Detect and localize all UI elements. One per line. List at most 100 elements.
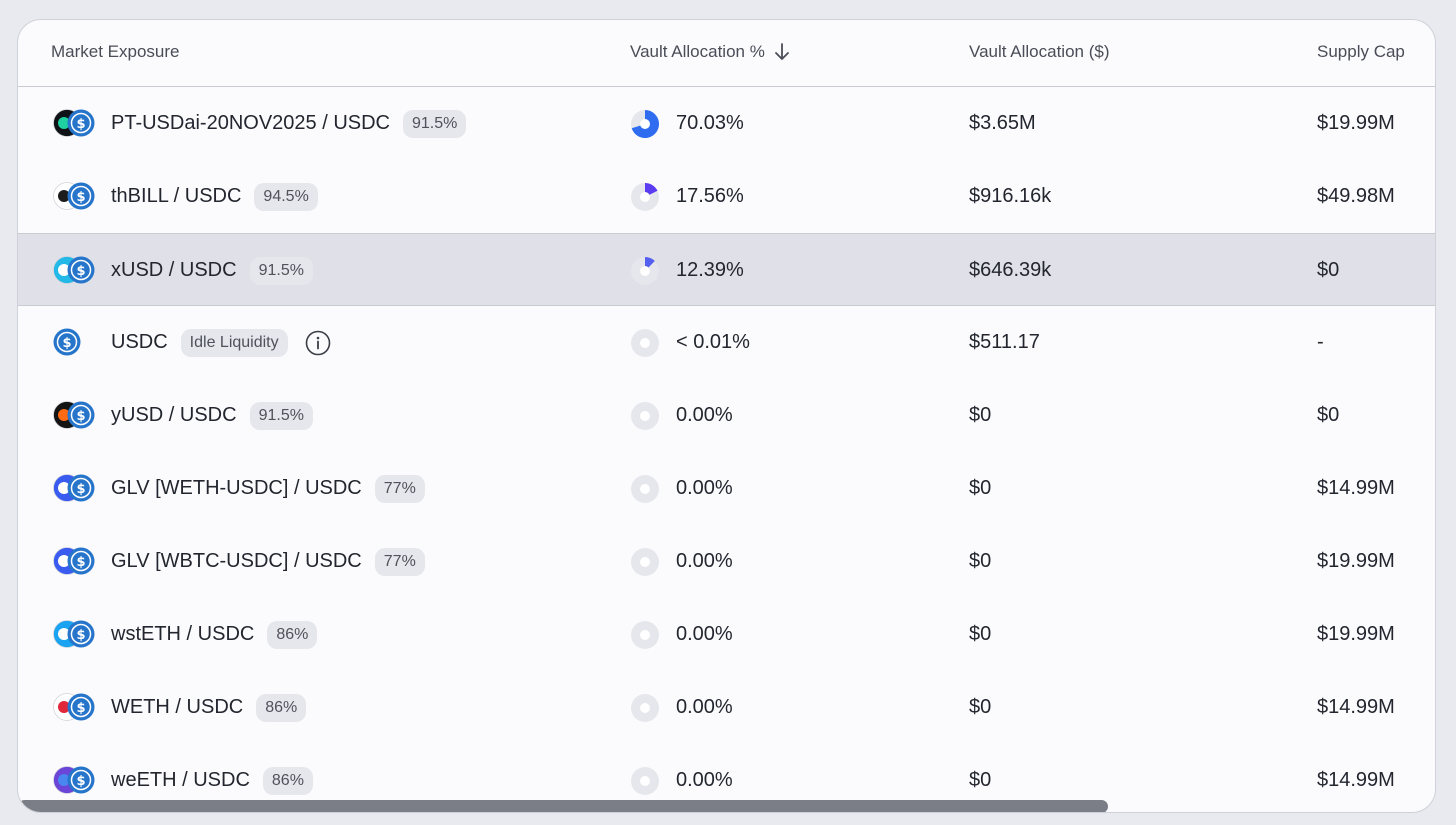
allocation-pct-cell: 0.00% xyxy=(630,379,733,452)
supply-cap: $14.99M xyxy=(1317,477,1395,499)
market-token-icons: $ xyxy=(53,474,95,502)
market-name[interactable]: wstETH / USDC xyxy=(111,623,255,645)
market-name-cell: USDC Idle Liquidity xyxy=(111,306,331,379)
allocation-pct: 0.00% xyxy=(676,404,733,426)
allocation-usd: $916.16k xyxy=(969,185,1052,207)
allocation-usd: $3.65M xyxy=(969,112,1036,134)
usdc-token-icon: $ xyxy=(67,109,95,137)
allocation-usd-cell: $916.16k xyxy=(969,160,1051,233)
allocation-pie xyxy=(631,182,659,211)
allocation-pct-cell: 17.56% xyxy=(630,160,744,233)
allocation-usd: $0 xyxy=(969,404,992,426)
lltv-badge: 91.5% xyxy=(249,256,313,285)
table-row[interactable]: $ WETH / USDC 86% 0.00% $0 $14.99M xyxy=(18,671,1435,744)
allocation-usd-cell: $646.39k xyxy=(969,234,1051,307)
allocation-usd-cell: $0 xyxy=(969,379,991,452)
market-token-icons: $ xyxy=(53,182,95,210)
allocation-usd: $511.17 xyxy=(969,331,1040,353)
horizontal-scrollbar[interactable] xyxy=(18,800,1108,812)
allocation-usd-cell: $0 xyxy=(969,525,991,598)
supply-cap-cell: $19.99M xyxy=(1317,598,1395,671)
supply-cap: $19.99M xyxy=(1317,550,1395,572)
usdc-token-icon: $ xyxy=(67,766,95,794)
svg-text:$: $ xyxy=(76,409,85,424)
table-row[interactable]: $ USDC Idle Liquidity < 0.01% $511.17 - xyxy=(18,306,1435,379)
table-row[interactable]: $ PT-USDai-20NOV2025 / USDC 91.5% 70.03% $3.… xyxy=(18,87,1435,160)
market-name[interactable]: USDC xyxy=(111,331,168,353)
market-exposure-table: Market Exposure Vault Allocation % Vault… xyxy=(17,19,1436,813)
allocation-pie xyxy=(631,547,659,576)
header-market-exposure[interactable]: Market Exposure xyxy=(51,42,180,61)
table-header: Market Exposure Vault Allocation % Vault… xyxy=(18,20,1435,87)
svg-text:$: $ xyxy=(62,336,71,351)
market-name-cell: thBILL / USDC 94.5% xyxy=(111,160,318,233)
allocation-usd-cell: $3.65M xyxy=(969,87,1036,160)
lltv-badge: Idle Liquidity xyxy=(180,328,288,357)
allocation-pie xyxy=(631,766,659,795)
allocation-usd: $0 xyxy=(969,623,992,645)
allocation-usd-cell: $0 xyxy=(969,598,991,671)
market-name[interactable]: xUSD / USDC xyxy=(111,259,237,281)
supply-cap-cell: $49.98M xyxy=(1317,160,1395,233)
header-supply-cap[interactable]: Supply Cap xyxy=(1317,42,1405,61)
header-vault-allocation-pct[interactable]: Vault Allocation % xyxy=(630,42,791,62)
usdc-token-icon: $ xyxy=(67,256,95,284)
market-name[interactable]: weETH / USDC xyxy=(111,769,250,791)
table-row[interactable]: $ GLV [WBTC-USDC] / USDC 77% 0.00% $0 $19.99M xyxy=(18,525,1435,598)
allocation-pct-cell: 70.03% xyxy=(630,87,744,160)
market-name[interactable]: PT-USDai-20NOV2025 / USDC xyxy=(111,112,390,134)
allocation-pct: 0.00% xyxy=(676,477,733,499)
allocation-pie xyxy=(631,328,659,357)
table-row[interactable]: $ weETH / USDC 86% 0.00% $0 $14.99M xyxy=(18,744,1435,812)
allocation-pie xyxy=(631,474,659,503)
market-name-cell: GLV [WETH-USDC] / USDC 77% xyxy=(111,452,425,525)
lltv-badge: 86% xyxy=(262,766,313,795)
lltv-badge: 91.5% xyxy=(402,109,467,138)
supply-cap: $14.99M xyxy=(1317,769,1395,791)
table-row[interactable]: $ thBILL / USDC 94.5% 17.56% $916.16k $49.98M xyxy=(18,160,1435,233)
lltv-badge: 94.5% xyxy=(254,182,318,211)
market-token-icons: $ xyxy=(53,256,95,284)
market-name-cell: WETH / USDC 86% xyxy=(111,671,307,744)
allocation-usd-cell: $0 xyxy=(969,671,991,744)
market-token-icons: $ xyxy=(53,401,95,429)
market-token-icons: $ xyxy=(53,109,95,137)
allocation-pct: 0.00% xyxy=(676,696,733,718)
table-row[interactable]: $ xUSD / USDC 91.5% 12.39% $646.39k $0 xyxy=(18,233,1435,306)
market-token-icons: $ xyxy=(53,620,95,648)
lltv-badge: 86% xyxy=(256,693,307,722)
supply-cap: $49.98M xyxy=(1317,185,1395,207)
market-name[interactable]: yUSD / USDC xyxy=(111,404,237,426)
allocation-usd-cell: $0 xyxy=(969,452,991,525)
market-token-icons: $ xyxy=(53,766,95,794)
svg-text:$: $ xyxy=(76,628,85,643)
market-token-icons: $ xyxy=(53,693,95,721)
usdc-token-icon: $ xyxy=(67,547,95,575)
allocation-pct: 12.39% xyxy=(676,259,744,281)
allocation-pct-cell: 0.00% xyxy=(630,598,733,671)
supply-cap: - xyxy=(1317,331,1324,353)
market-name[interactable]: WETH / USDC xyxy=(111,696,244,718)
supply-cap-cell: $19.99M xyxy=(1317,525,1395,598)
header-vault-allocation-usd[interactable]: Vault Allocation ($) xyxy=(969,42,1110,61)
allocation-usd: $646.39k xyxy=(969,259,1052,281)
allocation-pct: 0.00% xyxy=(676,623,733,645)
supply-cap: $19.99M xyxy=(1317,112,1395,134)
allocation-pct: 0.00% xyxy=(676,769,733,791)
usdc-token-icon: $ xyxy=(67,620,95,648)
svg-text:$: $ xyxy=(76,482,85,497)
allocation-pct: 0.00% xyxy=(676,550,733,572)
svg-text:$: $ xyxy=(76,774,85,789)
allocation-pie xyxy=(631,620,659,649)
market-name-cell: weETH / USDC 86% xyxy=(111,744,313,812)
market-name[interactable]: GLV [WBTC-USDC] / USDC xyxy=(111,550,362,572)
info-icon[interactable] xyxy=(305,330,331,356)
table-row[interactable]: $ wstETH / USDC 86% 0.00% $0 $19.99M xyxy=(18,598,1435,671)
table-row[interactable]: $ GLV [WETH-USDC] / USDC 77% 0.00% $0 $14.99M xyxy=(18,452,1435,525)
market-token-icons: $ xyxy=(53,328,95,356)
market-name[interactable]: GLV [WETH-USDC] / USDC xyxy=(111,477,362,499)
market-name[interactable]: thBILL / USDC xyxy=(111,185,242,207)
usdc-token-icon: $ xyxy=(67,182,95,210)
usdc-token-icon: $ xyxy=(53,328,81,356)
table-row[interactable]: $ yUSD / USDC 91.5% 0.00% $0 $0 xyxy=(18,379,1435,452)
